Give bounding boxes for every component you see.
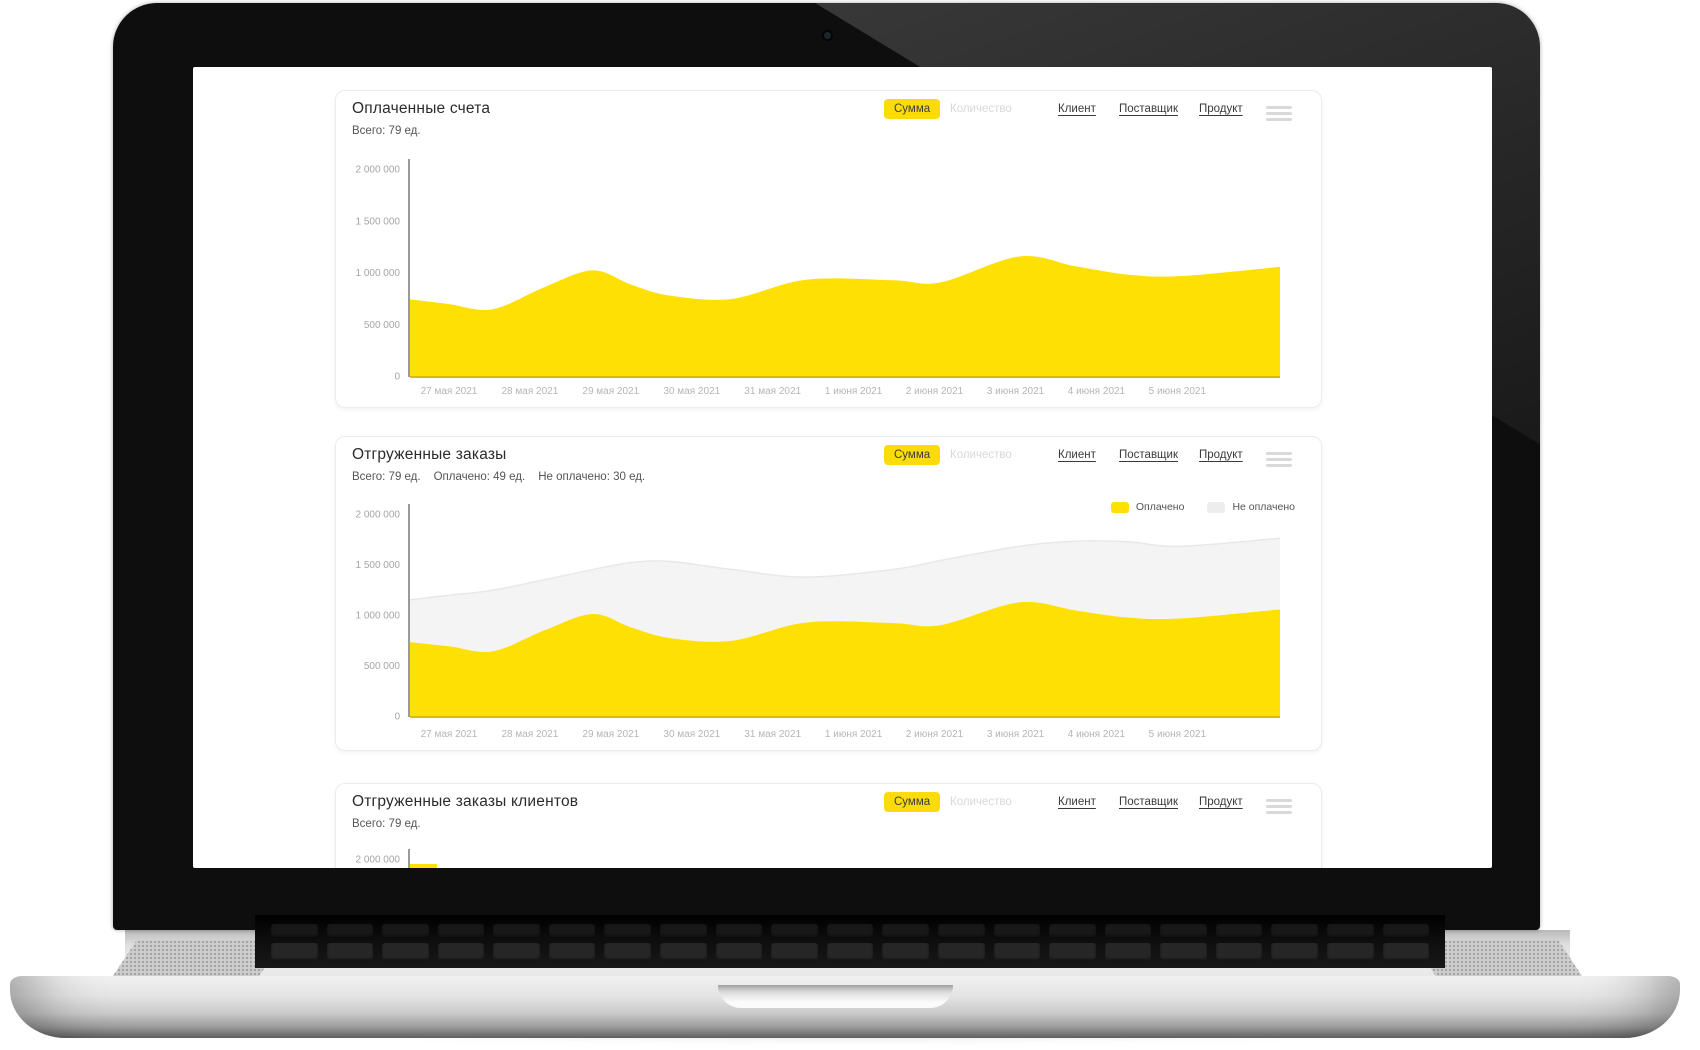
svg-text:3 июня 2021: 3 июня 2021: [987, 729, 1045, 740]
svg-text:1 000 000: 1 000 000: [356, 611, 401, 622]
card-shipped-orders: 2 000 000 1 500 000 1 000 000 500 000 0 27 ма…: [335, 436, 1322, 751]
stat-paid: Оплачено: 49 ед.: [433, 471, 526, 483]
svg-text:27 мая 2021: 27 мая 2021: [421, 729, 478, 740]
svg-text:1 500 000: 1 500 000: [356, 560, 401, 571]
svg-text:31 мая 2021: 31 мая 2021: [744, 386, 801, 397]
svg-text:30 мая 2021: 30 мая 2021: [663, 729, 720, 740]
client-link[interactable]: Клиент: [1058, 103, 1096, 115]
unpaid-swatch-icon: [1207, 501, 1226, 513]
stat-total: Всего: 79 ед.: [352, 471, 421, 483]
svg-text:1 000 000: 1 000 000: [356, 268, 401, 279]
quantity-toggle-button[interactable]: Количество: [950, 449, 1012, 461]
supplier-link[interactable]: Поставщик: [1119, 796, 1178, 808]
stat-unpaid: Не оплачено: 30 ед.: [538, 471, 646, 483]
svg-text:30 мая 2021: 30 мая 2021: [663, 386, 720, 397]
client-link[interactable]: Клиент: [1058, 796, 1096, 808]
svg-text:2 июня 2021: 2 июня 2021: [906, 386, 964, 397]
svg-text:29 мая 2021: 29 мая 2021: [582, 729, 639, 740]
svg-text:28 мая 2021: 28 мая 2021: [501, 386, 558, 397]
quantity-toggle-button[interactable]: Количество: [950, 103, 1012, 115]
card-shipped-client-orders: 2 000 000 Отгруженные заказы клиентов Вс…: [335, 783, 1322, 868]
svg-text:2 000 000: 2 000 000: [356, 165, 401, 176]
keyboard-row-upper: [271, 924, 1430, 937]
svg-text:2 000 000: 2 000 000: [356, 855, 401, 866]
shipped-orders-chart: 2 000 000 1 500 000 1 000 000 500 000 0 27 ма…: [356, 504, 1281, 740]
supplier-link[interactable]: Поставщик: [1119, 449, 1178, 461]
quantity-toggle-button[interactable]: Количество: [950, 796, 1012, 808]
legend-label: Оплачено: [1135, 501, 1185, 513]
svg-text:29 мая 2021: 29 мая 2021: [582, 386, 639, 397]
speaker-grille-left: [113, 940, 283, 976]
svg-text:1 июня 2021: 1 июня 2021: [825, 386, 883, 397]
svg-text:5 июня 2021: 5 июня 2021: [1149, 386, 1207, 397]
paid-swatch-icon: [1110, 501, 1129, 513]
svg-text:1 июня 2021: 1 июня 2021: [825, 729, 883, 740]
svg-text:0: 0: [394, 712, 400, 723]
product-link[interactable]: Продукт: [1199, 103, 1243, 115]
product-link[interactable]: Продукт: [1199, 796, 1243, 808]
page-title: Отгруженные заказы: [352, 446, 507, 463]
legend-item-paid[interactable]: Оплачено: [1110, 501, 1185, 513]
hamburger-menu-icon[interactable]: [1266, 106, 1292, 124]
laptop-screen: 2 000 000 1 500 000 1 000 000 500 000 0 27 ма…: [193, 67, 1492, 868]
card-paid-invoices: 2 000 000 1 500 000 1 000 000 500 000 0 27 ма…: [335, 90, 1322, 408]
svg-text:2 000 000: 2 000 000: [356, 510, 401, 521]
svg-text:2 июня 2021: 2 июня 2021: [906, 729, 964, 740]
hamburger-menu-icon[interactable]: [1266, 452, 1292, 470]
card-stats: Всего: 79 ед. Оплачено: 49 ед. Не оплаче…: [352, 471, 645, 483]
supplier-link[interactable]: Поставщик: [1119, 103, 1178, 115]
laptop-lid-notch: [718, 985, 953, 1008]
svg-text:500 000: 500 000: [364, 661, 401, 672]
chart-legend: Оплачено Не оплачено: [1097, 501, 1295, 513]
svg-text:0: 0: [394, 372, 400, 383]
svg-text:27 мая 2021: 27 мая 2021: [421, 386, 478, 397]
webcam-icon: [824, 32, 831, 39]
legend-label: Не оплачено: [1232, 501, 1295, 513]
svg-text:1 500 000: 1 500 000: [356, 216, 401, 227]
svg-text:28 мая 2021: 28 мая 2021: [501, 729, 558, 740]
stat-total: Всего: 79 ед.: [352, 125, 421, 137]
card-stats: Всего: 79 ед.: [352, 125, 421, 137]
keyboard-row: [271, 943, 1430, 961]
sum-toggle-button[interactable]: Сумма: [884, 445, 941, 465]
svg-text:5 июня 2021: 5 июня 2021: [1149, 729, 1207, 740]
svg-text:4 июня 2021: 4 июня 2021: [1068, 386, 1126, 397]
sum-toggle-button[interactable]: Сумма: [884, 792, 941, 812]
svg-text:4 июня 2021: 4 июня 2021: [1068, 729, 1126, 740]
shipped-client-orders-chart: 2 000 000: [356, 849, 437, 868]
card-stats: Всего: 79 ед.: [352, 818, 421, 830]
page-title: Оплаченные счета: [352, 100, 491, 117]
sum-toggle-button[interactable]: Сумма: [884, 99, 941, 119]
legend-item-unpaid[interactable]: Не оплачено: [1207, 501, 1295, 513]
page-title: Отгруженные заказы клиентов: [352, 793, 579, 810]
laptop-hinge: [255, 915, 1445, 968]
stat-total: Всего: 79 ед.: [352, 818, 421, 830]
svg-text:3 июня 2021: 3 июня 2021: [987, 386, 1045, 397]
client-link[interactable]: Клиент: [1058, 449, 1096, 461]
product-link[interactable]: Продукт: [1199, 449, 1243, 461]
svg-text:31 мая 2021: 31 мая 2021: [744, 729, 801, 740]
hamburger-menu-icon[interactable]: [1266, 799, 1292, 817]
paid-invoices-chart: 2 000 000 1 500 000 1 000 000 500 000 0 27 ма…: [356, 159, 1280, 397]
svg-text:500 000: 500 000: [364, 320, 401, 331]
